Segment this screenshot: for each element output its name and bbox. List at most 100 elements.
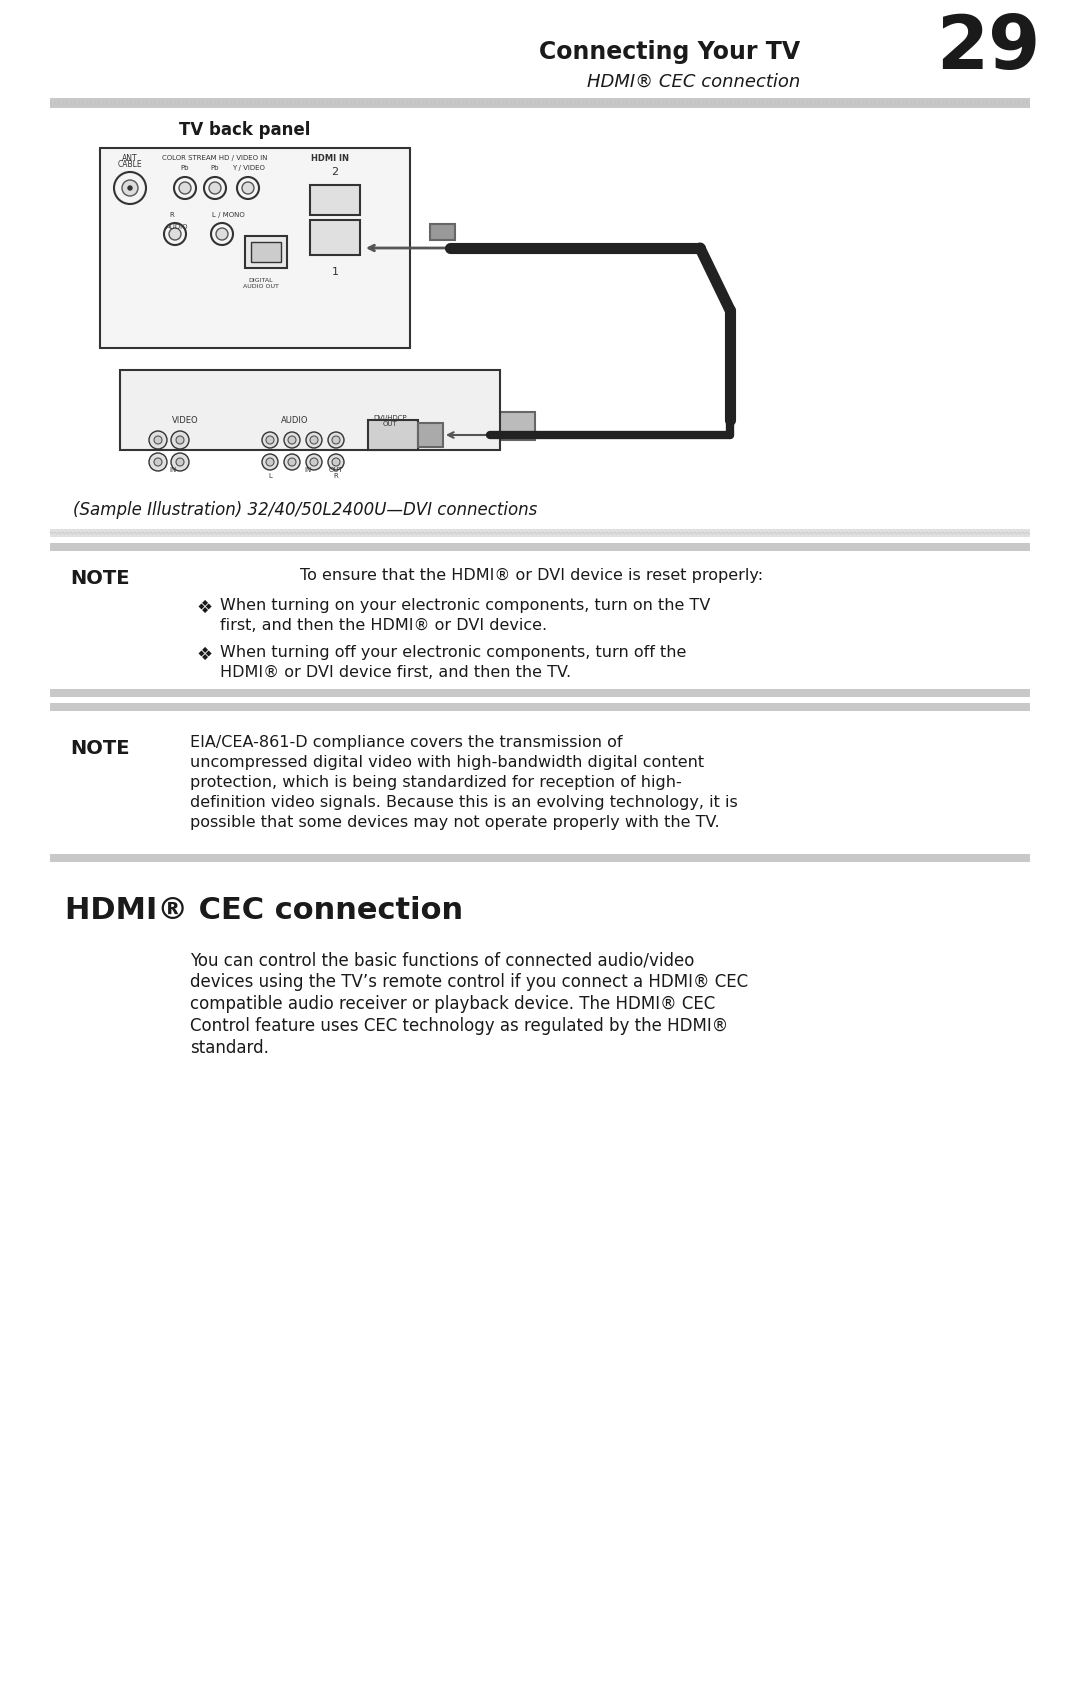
FancyBboxPatch shape (50, 703, 1030, 711)
Text: To ensure that the HDMI® or DVI device is reset properly:: To ensure that the HDMI® or DVI device i… (300, 567, 764, 582)
Text: Pb: Pb (180, 165, 189, 172)
Text: AUDIO: AUDIO (281, 415, 309, 424)
Circle shape (266, 436, 274, 444)
Text: EIA/CEA-861-D compliance covers the transmission of: EIA/CEA-861-D compliance covers the tran… (190, 735, 622, 750)
Text: IN: IN (305, 468, 312, 473)
Text: definition video signals. Because this is an evolving technology, it is: definition video signals. Because this i… (190, 794, 738, 809)
Circle shape (328, 432, 345, 447)
Circle shape (310, 458, 318, 466)
Circle shape (129, 187, 132, 190)
Text: When turning on your electronic components, turn on the TV: When turning on your electronic componen… (220, 597, 711, 612)
Bar (368, 420, 418, 451)
Circle shape (288, 436, 296, 444)
Text: HDMI® CEC connection: HDMI® CEC connection (65, 895, 463, 925)
Circle shape (262, 432, 278, 447)
Circle shape (332, 458, 340, 466)
Circle shape (306, 432, 322, 447)
Text: OUT: OUT (382, 420, 397, 427)
Bar (430, 224, 455, 241)
Circle shape (284, 454, 300, 469)
Circle shape (154, 436, 162, 444)
Text: Y / VIDEO: Y / VIDEO (231, 165, 265, 172)
Text: AUDIO OUT: AUDIO OUT (243, 284, 279, 289)
Text: L: L (268, 473, 272, 479)
Text: compatible audio receiver or playback device. The HDMI® CEC: compatible audio receiver or playback de… (190, 996, 715, 1013)
Circle shape (174, 177, 195, 198)
FancyBboxPatch shape (50, 98, 1030, 108)
Text: (Sample Illustration) 32/40/50L2400U—DVI connections: (Sample Illustration) 32/40/50L2400U—DVI… (72, 501, 537, 520)
Text: VIDEO: VIDEO (172, 415, 199, 424)
Text: ❖: ❖ (197, 599, 213, 617)
Bar (418, 422, 443, 447)
Text: NOTE: NOTE (70, 738, 130, 757)
Circle shape (114, 172, 146, 204)
FancyBboxPatch shape (50, 854, 1030, 861)
Circle shape (179, 182, 191, 193)
Circle shape (211, 224, 233, 246)
Text: R: R (334, 473, 338, 479)
Text: DVI/HDCP: DVI/HDCP (374, 415, 407, 420)
Text: devices using the TV’s remote control if you connect a HDMI® CEC: devices using the TV’s remote control if… (190, 972, 748, 991)
Text: HDMI IN: HDMI IN (311, 153, 349, 163)
Circle shape (216, 229, 228, 241)
Circle shape (154, 458, 162, 466)
Text: possible that some devices may not operate properly with the TV.: possible that some devices may not opera… (190, 814, 719, 829)
Circle shape (171, 452, 189, 471)
Text: AUDIO: AUDIO (165, 224, 188, 230)
Text: CABLE: CABLE (118, 160, 143, 168)
Circle shape (176, 458, 184, 466)
Circle shape (164, 224, 186, 246)
FancyBboxPatch shape (50, 690, 1030, 696)
Text: COLOR STREAM HD / VIDEO IN: COLOR STREAM HD / VIDEO IN (162, 155, 268, 161)
Text: IN: IN (170, 468, 177, 473)
Circle shape (332, 436, 340, 444)
Text: HDMI® CEC connection: HDMI® CEC connection (586, 72, 800, 91)
Circle shape (328, 454, 345, 469)
Circle shape (210, 182, 221, 193)
Circle shape (149, 431, 167, 449)
Circle shape (168, 229, 181, 241)
Text: OUT: OUT (328, 468, 343, 473)
Text: Pb: Pb (211, 165, 219, 172)
Circle shape (149, 452, 167, 471)
Text: You can control the basic functions of connected audio/video: You can control the basic functions of c… (190, 950, 694, 969)
Text: When turning off your electronic components, turn off the: When turning off your electronic compone… (220, 644, 687, 659)
Bar (100, 148, 410, 348)
Text: ❖: ❖ (197, 646, 213, 664)
Bar (251, 242, 281, 262)
Text: 1: 1 (332, 267, 338, 278)
Circle shape (310, 436, 318, 444)
Circle shape (204, 177, 226, 198)
Circle shape (284, 432, 300, 447)
Text: NOTE: NOTE (70, 569, 130, 587)
FancyBboxPatch shape (50, 543, 1030, 552)
Bar (310, 185, 360, 215)
Text: L / MONO: L / MONO (212, 212, 244, 219)
Text: standard.: standard. (190, 1039, 269, 1056)
Circle shape (262, 454, 278, 469)
Circle shape (237, 177, 259, 198)
Circle shape (242, 182, 254, 193)
Text: Connecting Your TV: Connecting Your TV (539, 40, 800, 64)
Text: Control feature uses CEC technology as regulated by the HDMI®: Control feature uses CEC technology as r… (190, 1018, 728, 1034)
Circle shape (171, 431, 189, 449)
Circle shape (176, 436, 184, 444)
Text: TV back panel: TV back panel (179, 121, 311, 140)
Circle shape (266, 458, 274, 466)
Circle shape (306, 454, 322, 469)
Circle shape (122, 180, 138, 197)
Text: protection, which is being standardized for reception of high-: protection, which is being standardized … (190, 774, 681, 789)
Bar (50, 530, 1030, 537)
Bar (245, 235, 287, 267)
Circle shape (288, 458, 296, 466)
Text: DIGITAL: DIGITAL (248, 278, 273, 283)
Bar (120, 370, 500, 451)
Text: HDMI® or DVI device first, and then the TV.: HDMI® or DVI device first, and then the … (220, 664, 571, 680)
Text: 2: 2 (332, 167, 338, 177)
Text: R: R (170, 212, 174, 219)
Text: uncompressed digital video with high-bandwidth digital content: uncompressed digital video with high-ban… (190, 755, 704, 769)
Bar (310, 220, 360, 256)
Text: 29: 29 (935, 12, 1040, 84)
Bar (480, 412, 535, 441)
Text: ANT: ANT (122, 153, 138, 163)
